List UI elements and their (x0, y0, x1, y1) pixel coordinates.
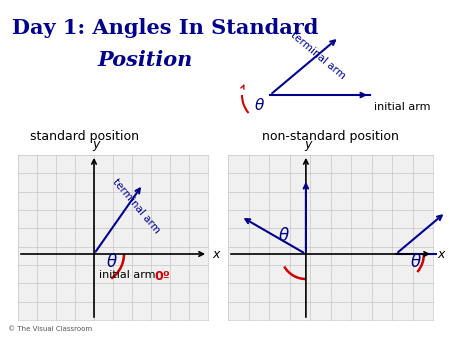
Text: initial arm: initial arm (374, 102, 431, 112)
Text: standard position: standard position (30, 130, 139, 143)
Text: Day 1: Angles In Standard: Day 1: Angles In Standard (12, 18, 319, 38)
Text: y: y (304, 138, 311, 151)
Text: y: y (92, 138, 100, 151)
Text: initial arm: initial arm (99, 270, 156, 280)
Bar (228, 155, 433, 320)
Text: $\theta$: $\theta$ (410, 253, 422, 271)
Text: x: x (437, 247, 445, 261)
Text: $\theta$: $\theta$ (255, 97, 266, 113)
Text: terminal arm: terminal arm (289, 29, 347, 81)
Text: 0º: 0º (154, 270, 170, 283)
Text: Position: Position (97, 50, 193, 70)
Text: terminal arm: terminal arm (111, 177, 162, 235)
Text: non-standard position: non-standard position (262, 130, 399, 143)
Text: x: x (212, 247, 220, 261)
Bar (18, 155, 208, 320)
Text: $\theta$: $\theta$ (106, 253, 118, 271)
Text: © The Visual Classroom: © The Visual Classroom (8, 326, 92, 332)
Text: $\theta$: $\theta$ (278, 227, 290, 245)
